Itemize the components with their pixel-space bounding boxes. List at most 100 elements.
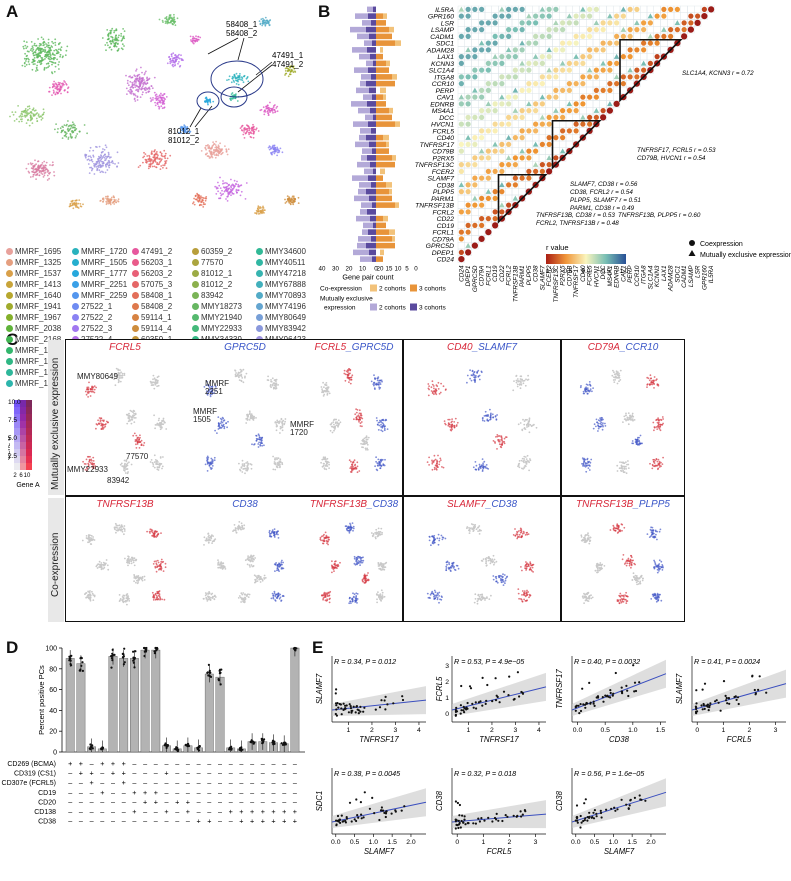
umap-cell	[86, 386, 89, 389]
coexp-mark	[546, 114, 552, 120]
umap-cell	[171, 59, 174, 62]
bar-coexp	[376, 53, 383, 60]
umap-cell	[376, 423, 379, 426]
umap-cell	[437, 381, 440, 384]
umap-cell	[32, 166, 35, 169]
umap-cell	[206, 470, 209, 472]
grid-cell	[464, 80, 472, 88]
umap-cell	[59, 42, 61, 44]
mutex-mark	[519, 40, 525, 46]
umap-cell	[71, 204, 74, 207]
umap-cell	[520, 375, 523, 378]
umap-cell	[199, 197, 202, 200]
mutex-mark	[559, 148, 566, 154]
umap-cell	[31, 68, 34, 71]
umap-cell	[274, 462, 277, 464]
coexp-mark	[472, 222, 478, 228]
grid-cell	[491, 134, 499, 142]
umap-cell	[31, 162, 34, 165]
coexp-mark	[519, 155, 525, 161]
coexp-mark	[458, 148, 464, 154]
coexp-mark	[600, 87, 606, 93]
legend-label: MMRF_2168	[15, 335, 62, 344]
legend-label: MMRF_1777	[81, 269, 128, 278]
umap-cell	[111, 27, 114, 30]
umap-cell	[221, 148, 224, 151]
umap-cell	[379, 383, 382, 385]
umap-cell	[435, 389, 438, 392]
umap-cell	[246, 464, 249, 467]
grid-cell	[518, 80, 526, 88]
umap-cell	[41, 57, 44, 59]
grid-cell	[471, 235, 479, 243]
umap-cell	[161, 19, 164, 22]
umap-cell	[149, 380, 152, 383]
legend-item: MMRF_1967	[6, 312, 61, 323]
umap-cell	[253, 443, 256, 445]
umap-cell	[138, 87, 141, 90]
legend-item: 58408_2	[132, 301, 172, 312]
umap-cell	[195, 37, 198, 40]
mutex-mark	[519, 148, 525, 154]
umap-cell	[476, 371, 478, 374]
grid-cell	[640, 5, 648, 13]
umap-panel-title: GPRC5D	[185, 342, 305, 353]
grid-cell	[660, 19, 668, 27]
grid-cell	[478, 100, 486, 108]
bar-mutex-3	[369, 141, 376, 148]
umap-cell	[432, 385, 435, 387]
umap-cell	[60, 46, 63, 49]
umap-cell	[286, 70, 289, 73]
umap-cell	[275, 107, 278, 109]
coexp-mark	[560, 27, 566, 33]
umap-cell	[105, 197, 107, 200]
umap-cell	[83, 124, 86, 126]
umap-cell	[271, 145, 274, 148]
umap-cell	[272, 455, 274, 458]
grid-cell	[606, 107, 614, 115]
umap-cell	[123, 459, 126, 462]
umap-cell	[353, 468, 356, 470]
gene-col-label: LSR	[695, 265, 702, 278]
coexp-mark	[479, 195, 485, 201]
umap-cell	[227, 184, 230, 186]
umap-cell	[265, 22, 268, 25]
umap-cell	[266, 104, 269, 107]
umap-cell	[223, 186, 226, 189]
umap-cell	[162, 164, 165, 167]
umap-cell	[366, 447, 368, 450]
umap-cell	[495, 418, 498, 421]
annotation-81012-1: 81012_1	[168, 127, 200, 136]
umap-cell	[243, 465, 246, 468]
grid-cell	[491, 174, 499, 182]
umap-cell	[364, 447, 367, 450]
umap-cell	[247, 467, 249, 469]
umap-cell	[53, 84, 55, 87]
umap-cell	[20, 115, 23, 118]
umap-cell	[208, 385, 210, 388]
legend-label: MMRF_1941	[15, 302, 62, 311]
umap-cell	[442, 385, 445, 388]
coexp-mark	[485, 40, 491, 46]
umap-annotations: 58408_1 58408_2 47491_1 47491_2 81012_1 …	[168, 20, 304, 145]
umap-cell	[289, 73, 291, 75]
umap-cell	[489, 408, 491, 411]
gene-b-name: _SLAMF7	[472, 342, 518, 353]
bar-coexp-2	[395, 40, 401, 46]
umap-cell	[151, 384, 153, 386]
coexp-mark	[465, 6, 471, 12]
umap-cell	[42, 50, 45, 52]
coexp-mark	[526, 81, 532, 87]
grid-cell	[464, 59, 472, 67]
legend-item: 81012_1	[192, 268, 242, 279]
umap-cell	[54, 93, 57, 96]
umap-cell	[90, 458, 93, 461]
umap-cell	[59, 82, 61, 84]
umap-cell	[139, 436, 141, 439]
bar-coexp	[376, 60, 386, 67]
umap-cell	[206, 455, 209, 458]
umap-cell	[224, 145, 226, 148]
bar-coexp	[376, 141, 386, 148]
umap-cell	[128, 416, 130, 419]
umap-cell	[335, 424, 338, 427]
